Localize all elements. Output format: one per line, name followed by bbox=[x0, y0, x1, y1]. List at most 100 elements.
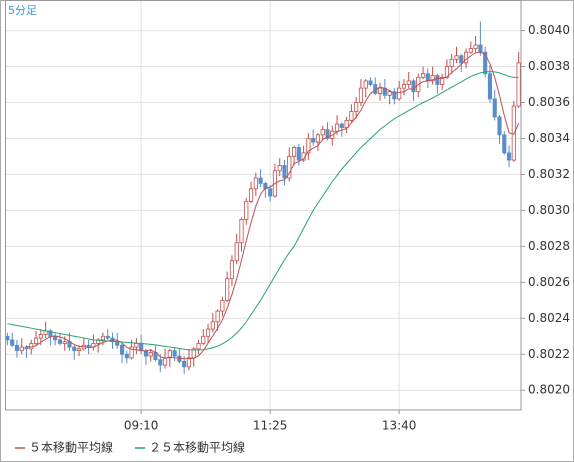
candle-body bbox=[315, 134, 321, 143]
candle-body bbox=[244, 201, 249, 220]
candle-body bbox=[287, 156, 292, 179]
candle-body bbox=[162, 357, 168, 366]
candle-body bbox=[397, 87, 402, 100]
candle-body bbox=[291, 147, 297, 157]
candle-body bbox=[100, 335, 106, 341]
y-tick-label: 0.8022 bbox=[528, 347, 570, 361]
candle-body bbox=[377, 87, 383, 94]
candle-body bbox=[38, 334, 43, 339]
candle-body bbox=[210, 321, 215, 330]
candle-body bbox=[215, 310, 220, 323]
candle-body bbox=[29, 343, 34, 350]
candle-body bbox=[492, 98, 497, 118]
candle-body bbox=[478, 44, 483, 53]
candle-body bbox=[473, 44, 478, 49]
y-tick-label: 0.8036 bbox=[528, 95, 570, 109]
candle-body bbox=[306, 138, 311, 154]
candle-body bbox=[62, 341, 67, 344]
candle-body bbox=[167, 350, 172, 359]
candle-body bbox=[129, 346, 134, 359]
candle-body bbox=[105, 335, 110, 339]
candle-body bbox=[320, 129, 325, 136]
candle-body bbox=[53, 335, 58, 341]
candle-body bbox=[454, 55, 459, 60]
candle-body bbox=[24, 346, 29, 350]
candle-body bbox=[440, 76, 445, 85]
moving-average-line bbox=[7, 71, 519, 351]
chart-title: 5分足 bbox=[8, 4, 37, 17]
candle-body bbox=[119, 344, 125, 355]
candle-body bbox=[72, 346, 77, 352]
candle-body bbox=[497, 116, 502, 136]
candle-body bbox=[253, 177, 258, 190]
candle-body bbox=[148, 352, 153, 357]
legend-label: ５本移動平均線 bbox=[29, 440, 113, 455]
candle-body bbox=[234, 242, 239, 262]
candle-body bbox=[339, 123, 344, 129]
candle-body bbox=[172, 350, 177, 357]
candle-body bbox=[435, 75, 440, 85]
candle-body bbox=[425, 73, 430, 82]
candle-body bbox=[277, 165, 282, 172]
candle-body bbox=[406, 80, 411, 85]
candle-body bbox=[186, 357, 192, 368]
y-tick-label: 0.8034 bbox=[528, 131, 570, 145]
candle-body bbox=[449, 58, 454, 67]
candle-body bbox=[268, 188, 273, 197]
candle-body bbox=[220, 299, 225, 312]
candle-body bbox=[468, 48, 473, 53]
candle-body bbox=[354, 102, 359, 112]
candle-body bbox=[258, 177, 263, 184]
x-tick-label: 13:40 bbox=[382, 419, 417, 433]
candle-body bbox=[196, 343, 201, 350]
candle-body bbox=[282, 165, 287, 179]
candle-body bbox=[420, 73, 426, 78]
candle-body bbox=[201, 335, 206, 344]
candle-body bbox=[248, 188, 254, 202]
y-tick-label: 0.8020 bbox=[528, 383, 570, 397]
candle-body bbox=[134, 343, 139, 348]
y-tick-label: 0.8030 bbox=[528, 203, 570, 217]
candle-body bbox=[182, 361, 187, 368]
x-tick-label: 11:25 bbox=[253, 419, 288, 433]
candle-body bbox=[86, 344, 91, 348]
candle-body bbox=[5, 335, 10, 341]
candle-body bbox=[459, 55, 464, 64]
candle-body bbox=[205, 328, 211, 337]
candle-body bbox=[229, 260, 235, 280]
candle-body bbox=[392, 91, 397, 100]
candle-body bbox=[239, 218, 244, 244]
legend-label: ２５本移動平均線 bbox=[149, 440, 245, 455]
candle-body bbox=[14, 344, 20, 352]
candle-body bbox=[296, 147, 301, 161]
candle-body bbox=[387, 91, 392, 96]
candle-body bbox=[124, 353, 129, 359]
marks bbox=[5, 21, 521, 375]
x-tick-label: 09:10 bbox=[124, 419, 159, 433]
y-tick-label: 0.8024 bbox=[528, 311, 570, 325]
y-tick-label: 0.8026 bbox=[528, 275, 570, 289]
candle-body bbox=[363, 80, 368, 89]
candle-body bbox=[430, 75, 435, 82]
candle-body bbox=[76, 348, 82, 352]
candle-body bbox=[10, 339, 15, 346]
y-tick-label: 0.8040 bbox=[528, 23, 570, 37]
y-tick-label: 0.8032 bbox=[528, 167, 570, 181]
y-tick-label: 0.8038 bbox=[528, 59, 570, 73]
candle-body bbox=[411, 80, 416, 93]
candle-body bbox=[158, 359, 163, 366]
candle-body bbox=[139, 343, 144, 352]
candle-body bbox=[57, 339, 63, 344]
candle-body bbox=[358, 87, 364, 103]
candle-body bbox=[483, 51, 488, 75]
candle-body bbox=[225, 278, 230, 301]
candle-body bbox=[349, 111, 354, 121]
grid bbox=[5, 0, 521, 410]
candle-body bbox=[19, 346, 24, 352]
candle-body bbox=[463, 51, 469, 64]
candle-body bbox=[311, 138, 316, 143]
candle-body bbox=[487, 73, 493, 100]
